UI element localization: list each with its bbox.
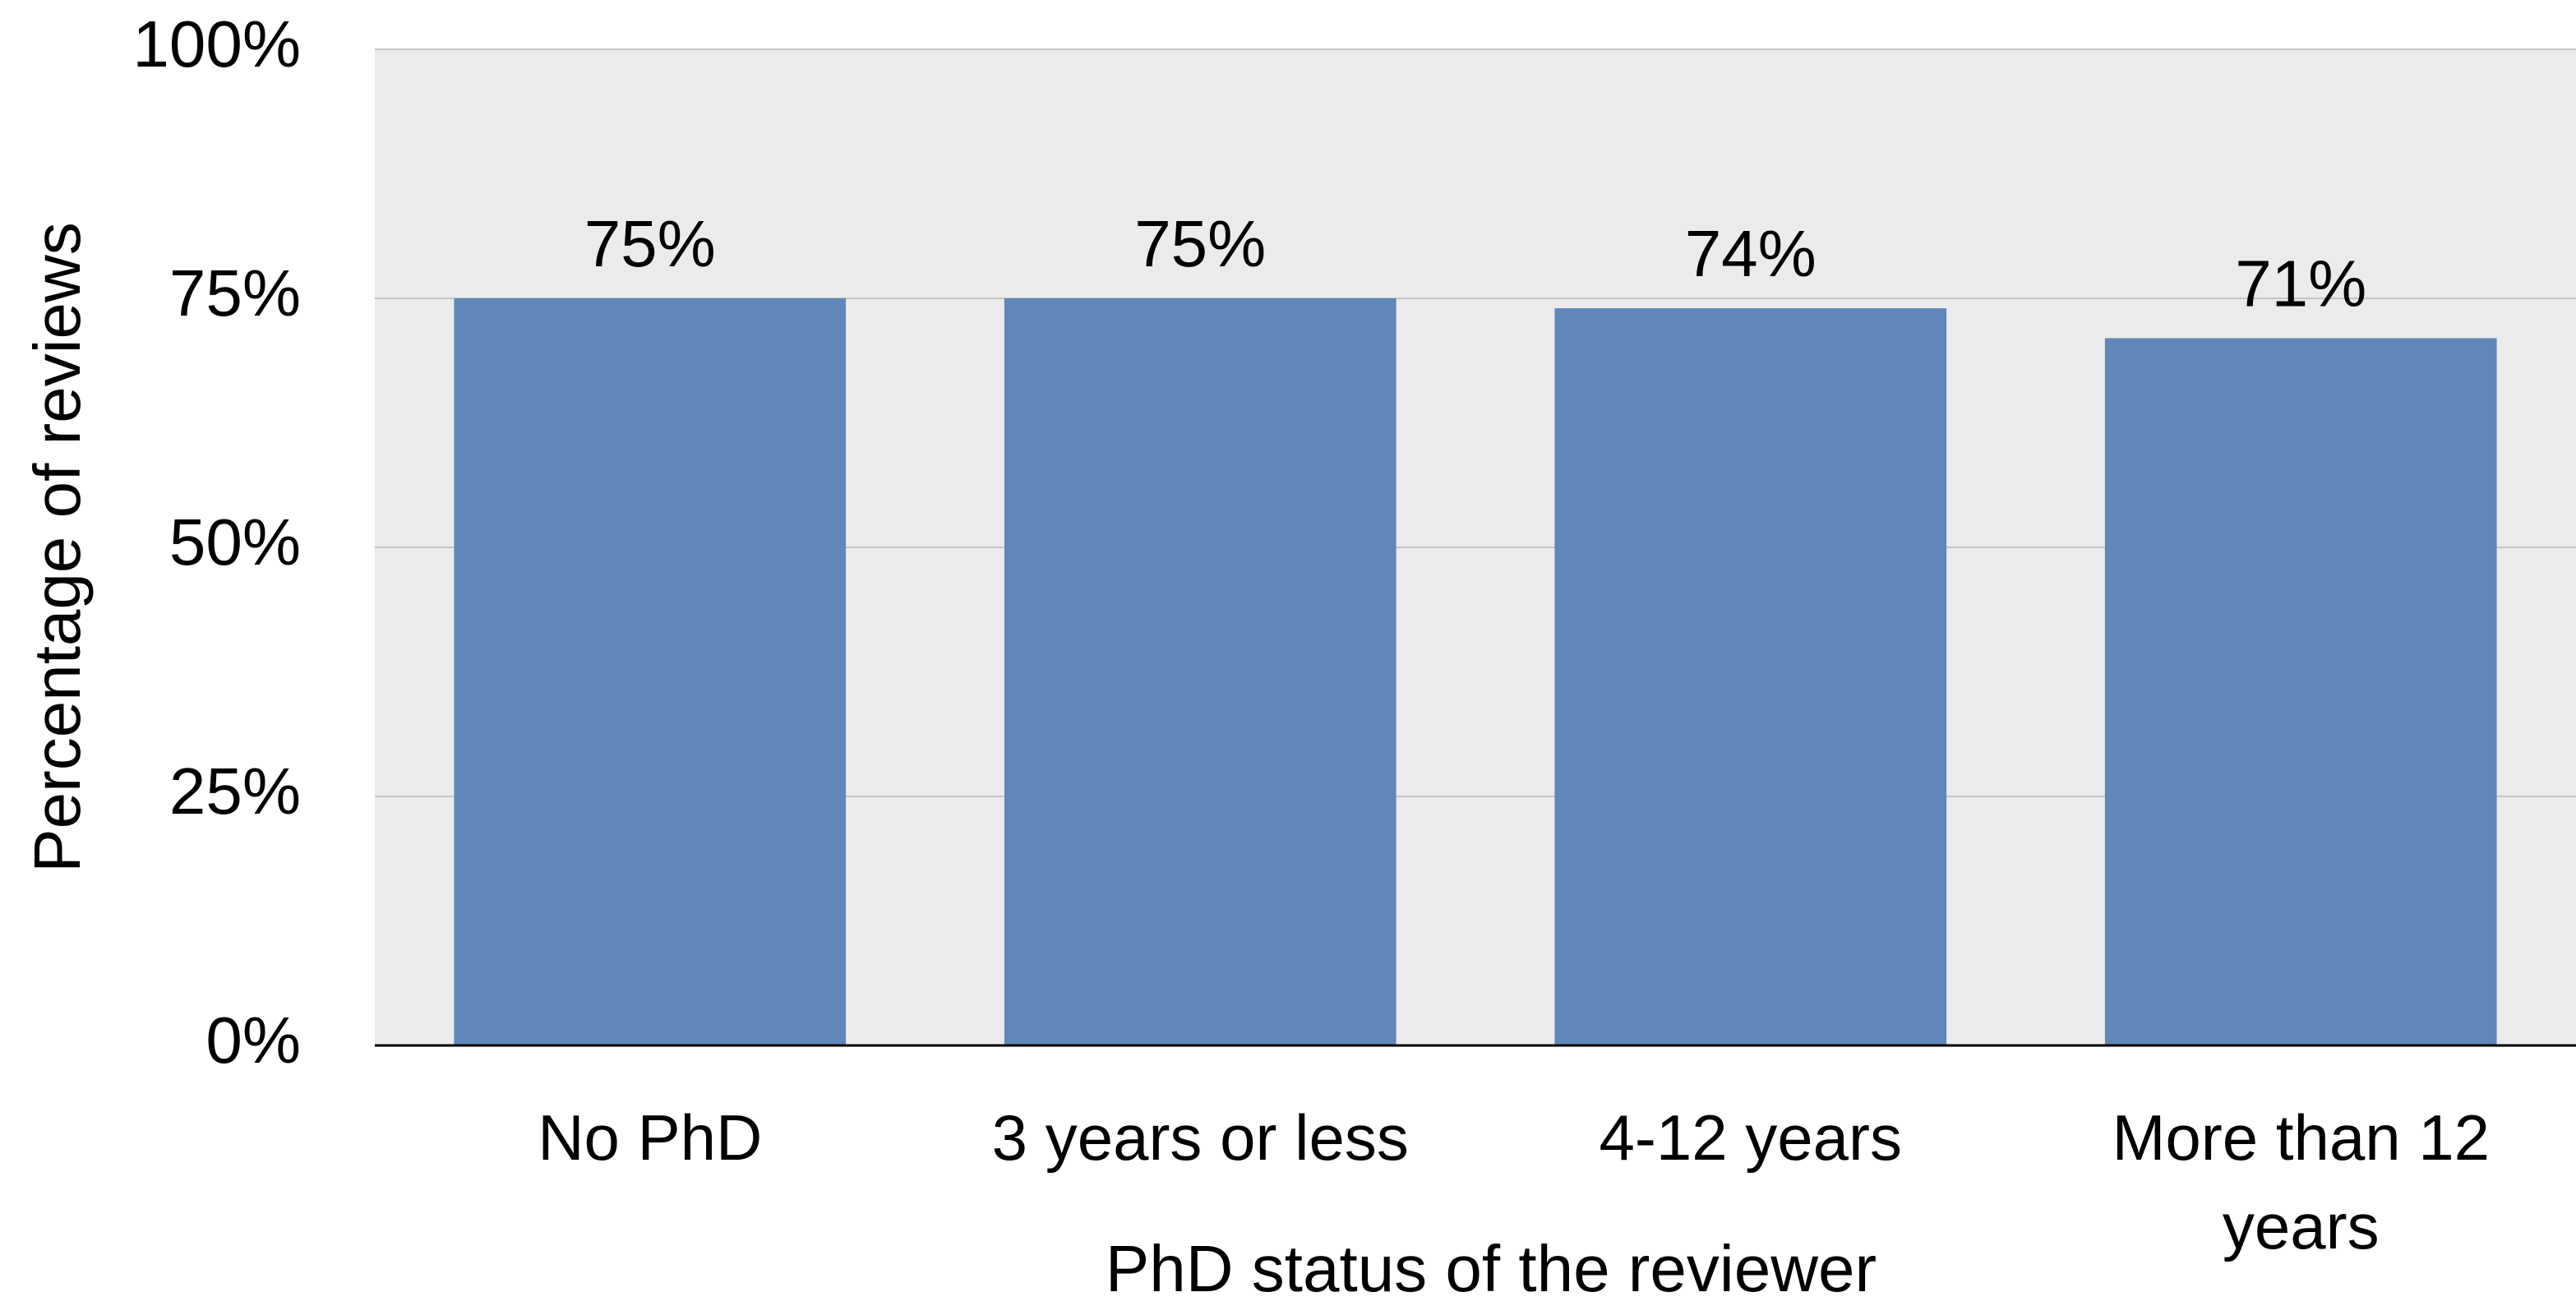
value-label: 75% <box>1134 207 1266 280</box>
x-tick-label: More than 12 years <box>2112 1101 2491 1262</box>
x-tick-label: No PhD <box>538 1101 763 1174</box>
bar <box>454 298 847 1045</box>
y-tick-label: 100% <box>132 7 301 81</box>
y-tick-label: 50% <box>169 505 301 579</box>
y-tick-label: 0% <box>205 1004 301 1077</box>
x-tick-label: 4-12 years <box>1599 1101 1903 1174</box>
bar <box>1554 308 1947 1045</box>
y-tick-label: 75% <box>169 256 301 330</box>
x-tick-label: 3 years or less <box>991 1101 1409 1174</box>
value-label: 75% <box>584 207 716 280</box>
bar <box>2104 338 2497 1046</box>
bar <box>1004 298 1396 1045</box>
y-tick-label: 25% <box>169 755 301 828</box>
value-label: 71% <box>2235 247 2366 321</box>
value-label: 74% <box>1685 217 1817 290</box>
y-axis-title: Percentage of reviews <box>21 222 94 873</box>
x-axis-title: PhD status of the reviewer <box>1106 1232 1877 1305</box>
